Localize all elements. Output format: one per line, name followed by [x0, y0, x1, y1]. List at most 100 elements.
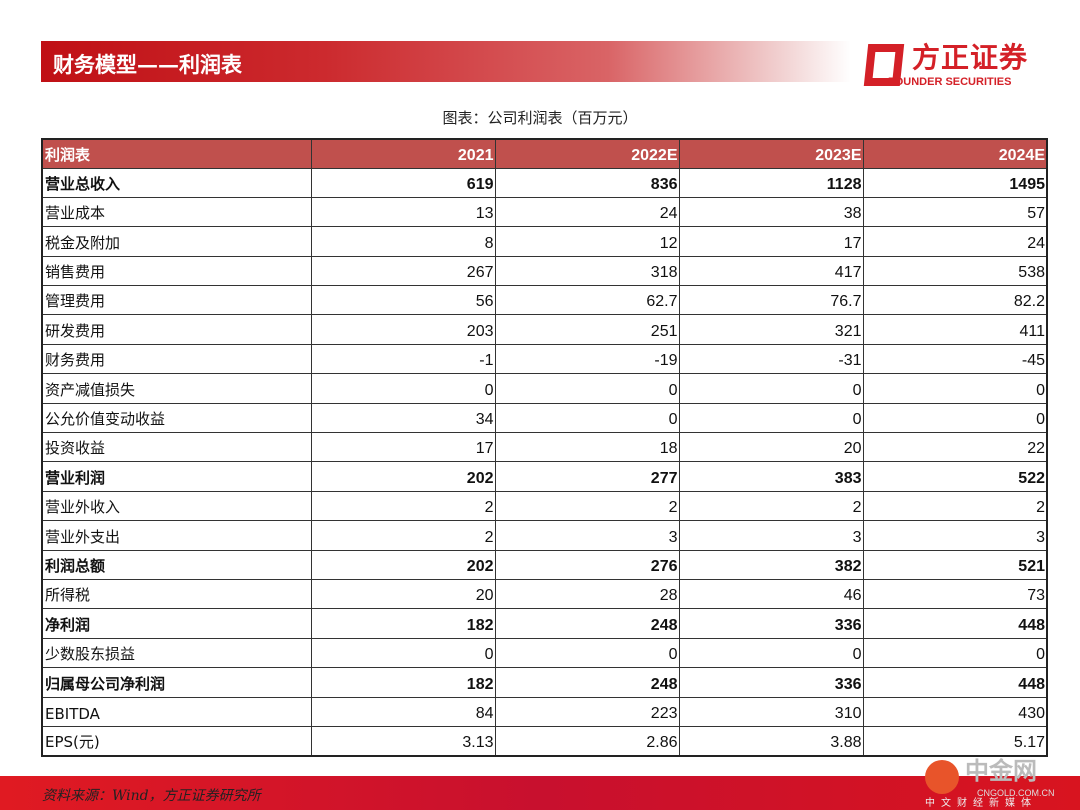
cell-value: 84 — [310, 696, 496, 727]
row-label: 营业外支出 — [41, 520, 312, 551]
cell-value: 182 — [310, 608, 496, 639]
cell-value: 619 — [310, 167, 496, 198]
row-label: EBITDA — [41, 696, 312, 727]
cell-value: 248 — [494, 608, 680, 639]
cell-value: 3.88 — [678, 725, 864, 757]
founder-securities-logo: 方正证券 FOUNDER SECURITIES — [862, 42, 1042, 90]
row-label: 研发费用 — [41, 314, 312, 345]
row-label: 管理费用 — [41, 285, 312, 316]
cell-value: 0 — [862, 373, 1048, 404]
logo-subtext: FOUNDER SECURITIES — [888, 76, 1012, 88]
row-label: 营业成本 — [41, 196, 312, 228]
watermark-url: CNGOLD.COM.CN — [977, 788, 1055, 798]
cell-value: 276 — [494, 549, 680, 580]
cell-value: 336 — [678, 608, 864, 639]
row-label: 资产减值损失 — [41, 373, 312, 404]
table-row: 营业外收入 2 2 2 2 — [41, 490, 1048, 522]
row-label: 少数股东损益 — [41, 637, 312, 669]
cell-value: 20 — [310, 578, 496, 610]
title-banner: 财务模型——利润表 — [41, 41, 851, 82]
cell-value: 0 — [310, 373, 496, 404]
cell-value: 0 — [494, 402, 680, 434]
cell-value: 202 — [310, 549, 496, 580]
row-label: 投资收益 — [41, 432, 312, 463]
cell-value: 46 — [678, 578, 864, 610]
table-row: 营业成本 13 24 38 57 — [41, 196, 1048, 228]
table-row: 归属母公司净利润 182 248 336 448 — [41, 667, 1048, 698]
cell-value: 3 — [678, 520, 864, 551]
cell-value: 12 — [494, 226, 680, 257]
cell-value: 2 — [310, 490, 496, 522]
cell-value: 2 — [678, 490, 864, 522]
cell-value: -1 — [310, 343, 496, 375]
cell-value: 0 — [494, 373, 680, 404]
cell-value: 336 — [678, 667, 864, 698]
cell-value: 3.13 — [310, 725, 496, 757]
cell-value: 2 — [310, 520, 496, 551]
cell-value: 0 — [678, 373, 864, 404]
cell-value: 3 — [862, 520, 1048, 551]
cell-value: 382 — [678, 549, 864, 580]
cell-value: 20 — [678, 432, 864, 463]
cell-value: -31 — [678, 343, 864, 375]
table-row: 研发费用 203 251 321 411 — [41, 314, 1048, 345]
row-label: 销售费用 — [41, 255, 312, 287]
table-header-row: 利润表 2021 2022E 2023E 2024E — [41, 138, 1048, 169]
cell-value: 417 — [678, 255, 864, 287]
column-header: 2024E — [862, 138, 1048, 169]
cell-value: 248 — [494, 667, 680, 698]
cell-value: 28 — [494, 578, 680, 610]
watermark-name: 中金网 — [965, 758, 1037, 785]
row-label: 税金及附加 — [41, 226, 312, 257]
cell-value: -45 — [862, 343, 1048, 375]
cell-value: 0 — [862, 402, 1048, 434]
column-header: 2022E — [494, 138, 680, 169]
cell-value: 448 — [862, 667, 1048, 698]
cell-value: 8 — [310, 226, 496, 257]
cell-value: 310 — [678, 696, 864, 727]
cell-value: 203 — [310, 314, 496, 345]
cell-value: 522 — [862, 461, 1048, 492]
row-label: EPS(元) — [41, 725, 312, 757]
logo-text: 方正证券 — [912, 42, 1029, 73]
cell-value: 251 — [494, 314, 680, 345]
cell-value: 17 — [310, 432, 496, 463]
cell-value: 2.86 — [494, 725, 680, 757]
cell-value: -19 — [494, 343, 680, 375]
cell-value: 521 — [862, 549, 1048, 580]
cell-value: 202 — [310, 461, 496, 492]
cell-value: 321 — [678, 314, 864, 345]
cell-value: 22 — [862, 432, 1048, 463]
cell-value: 383 — [678, 461, 864, 492]
table-row: 销售费用 267 318 417 538 — [41, 255, 1048, 287]
cell-value: 34 — [310, 402, 496, 434]
row-label: 财务费用 — [41, 343, 312, 375]
table-row: 公允价值变动收益 34 0 0 0 — [41, 402, 1048, 434]
table-row: 净利润 182 248 336 448 — [41, 608, 1048, 639]
cell-value: 5.17 — [862, 725, 1048, 757]
cngold-logo-icon — [925, 760, 959, 794]
cell-value: 277 — [494, 461, 680, 492]
cell-value: 448 — [862, 608, 1048, 639]
table-row: 管理费用 56 62.7 76.7 82.2 — [41, 285, 1048, 316]
column-header: 利润表 — [41, 138, 312, 169]
cell-value: 76.7 — [678, 285, 864, 316]
column-header: 2021 — [310, 138, 496, 169]
table-row: 营业总收入 619 836 1128 1495 — [41, 167, 1048, 198]
row-label: 营业总收入 — [41, 167, 312, 198]
cell-value: 182 — [310, 667, 496, 698]
table-row: 少数股东损益 0 0 0 0 — [41, 637, 1048, 669]
table-row: EBITDA 84 223 310 430 — [41, 696, 1048, 727]
cell-value: 82.2 — [862, 285, 1048, 316]
cell-value: 430 — [862, 696, 1048, 727]
row-label: 营业利润 — [41, 461, 312, 492]
cell-value: 73 — [862, 578, 1048, 610]
page-title: 财务模型——利润表 — [53, 52, 242, 77]
cell-value: 836 — [494, 167, 680, 198]
cell-value: 538 — [862, 255, 1048, 287]
source-note: 资料来源：Wind，方正证券研究所 — [42, 788, 261, 804]
cell-value: 0 — [678, 637, 864, 669]
cell-value: 1495 — [862, 167, 1048, 198]
cell-value: 0 — [678, 402, 864, 434]
cell-value: 0 — [862, 637, 1048, 669]
